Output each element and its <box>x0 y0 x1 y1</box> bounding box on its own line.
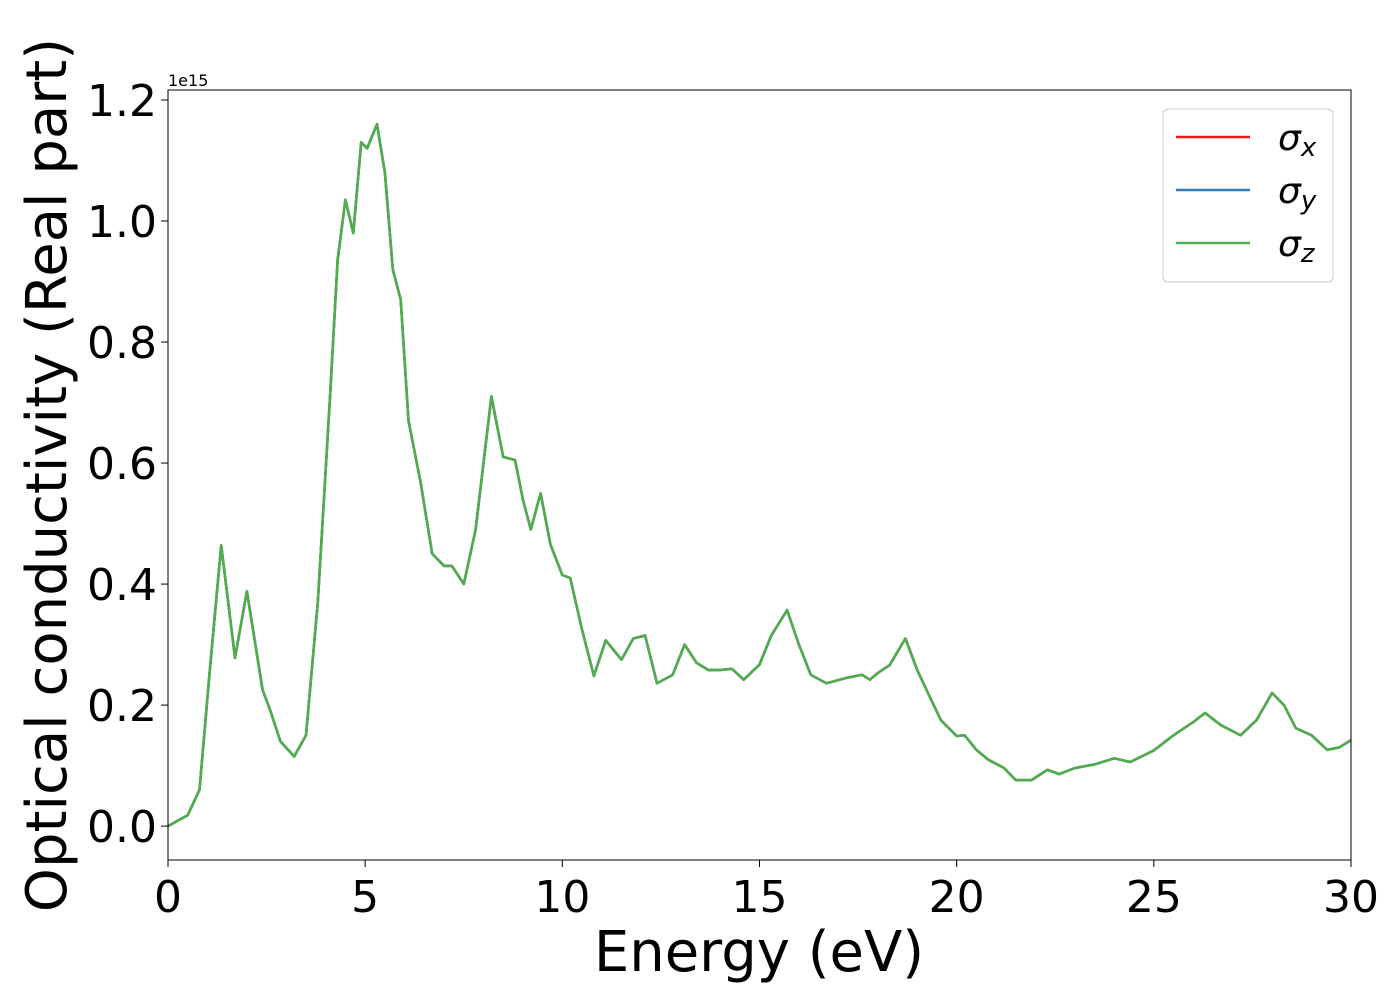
legend: σx σy σz <box>1162 108 1334 283</box>
x-tick-label: 5 <box>351 872 379 923</box>
y-tick-label: 0.4 <box>87 560 157 611</box>
legend-label-z: σz <box>1278 224 1316 269</box>
y-offset-text: 1e15 <box>168 71 208 90</box>
x-tick-label: 0 <box>154 872 182 923</box>
x-tick-label: 30 <box>1323 872 1379 923</box>
legend-box <box>1162 108 1334 283</box>
x-axis: 0 5 10 15 20 25 30 <box>154 860 1379 923</box>
x-tick-label: 15 <box>732 872 788 923</box>
x-tick-label: 10 <box>534 872 590 923</box>
y-tick-label: 0.6 <box>87 439 157 490</box>
x-tick-label: 20 <box>929 872 985 923</box>
series-layer <box>167 122 1352 828</box>
x-tick-label: 25 <box>1126 872 1182 923</box>
legend-label-y: σy <box>1278 171 1317 216</box>
y-tick-label: 0.0 <box>87 802 157 853</box>
series-line-z <box>167 122 1352 828</box>
y-tick-label: 1.0 <box>87 197 157 248</box>
y-tick-label: 0.8 <box>87 318 157 369</box>
y-tick-label: 0.2 <box>87 681 157 732</box>
legend-label-x: σx <box>1278 118 1317 163</box>
x-axis-label: Energy (eV) <box>594 920 924 985</box>
y-axis-label: Optical conductivity (Real part) <box>15 38 80 912</box>
y-axis: 0.0 0.2 0.4 0.6 0.8 1.0 1.2 <box>87 76 168 853</box>
y-tick-label: 1.2 <box>87 76 157 127</box>
